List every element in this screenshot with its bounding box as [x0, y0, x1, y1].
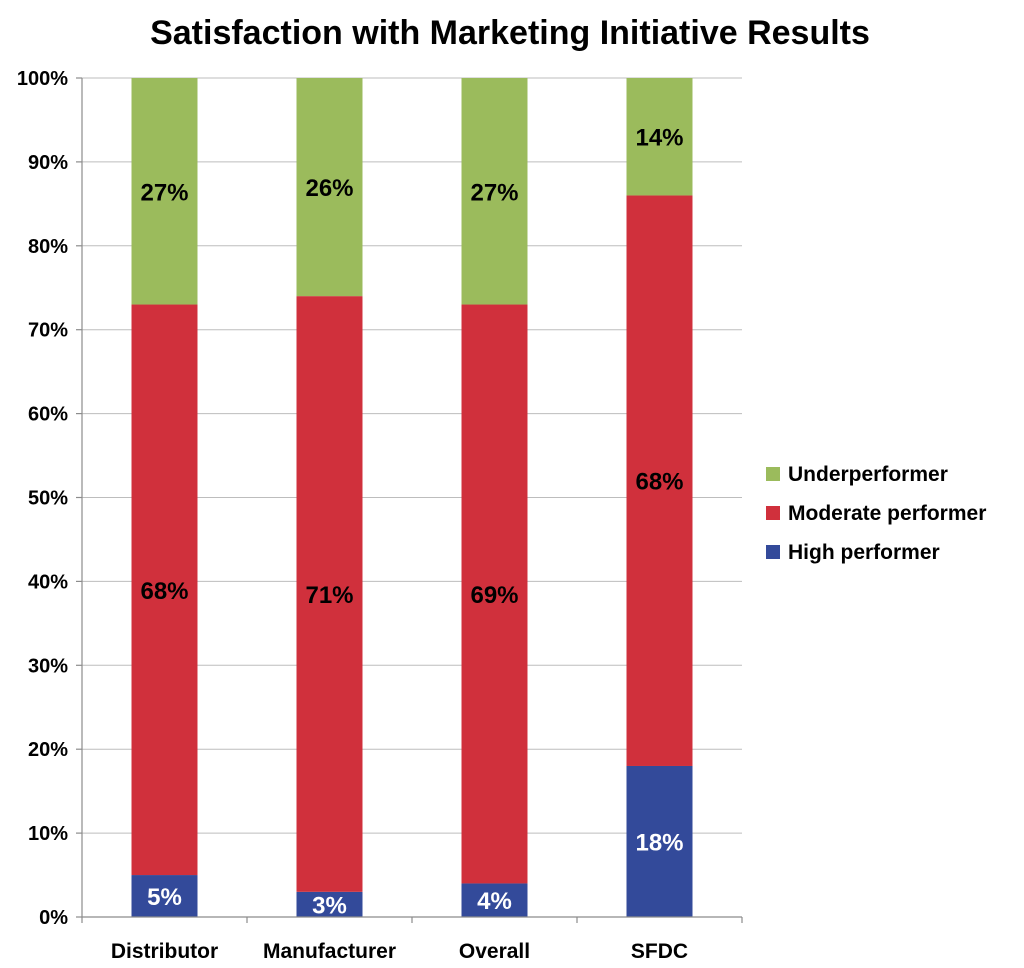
legend-swatch [766, 506, 780, 520]
x-category-label: Distributor [111, 940, 218, 963]
data-label: 68% [140, 578, 188, 605]
legend-swatch [766, 467, 780, 481]
y-tick-label: 50% [28, 488, 68, 510]
data-label: 5% [147, 884, 182, 911]
bar-moderate-performer-manufacturer [296, 296, 363, 892]
data-label: 4% [477, 888, 512, 915]
y-tick-label: 40% [28, 571, 68, 593]
chart-title: Satisfaction with Marketing Initiative R… [150, 14, 870, 52]
data-label: 27% [470, 179, 518, 206]
bars [131, 78, 693, 917]
bar-high-performer-overall [461, 883, 528, 917]
x-category-label: Manufacturer [263, 940, 396, 963]
data-label: 27% [140, 179, 188, 206]
y-tick-label: 10% [28, 823, 68, 845]
bar-high-performer-manufacturer [296, 891, 363, 917]
bar-underperformer-distributor [131, 78, 198, 305]
data-label: 3% [312, 892, 347, 919]
data-label: 14% [635, 125, 683, 152]
bar-high-performer-sfdc [626, 765, 693, 917]
y-tick-label: 20% [28, 739, 68, 761]
bar-underperformer-sfdc [626, 78, 693, 196]
data-label: 68% [635, 469, 683, 496]
data-label: 18% [635, 829, 683, 856]
legend-swatch [766, 545, 780, 559]
y-tick-label: 80% [28, 236, 68, 258]
legend: Underperformer Moderate performer High per… [766, 463, 986, 564]
bar-high-performer-distributor [131, 875, 198, 917]
data-label: 69% [470, 582, 518, 609]
data-label: 71% [305, 582, 353, 609]
x-category-label: SFDC [631, 940, 688, 963]
axes: 0% 10% 20% 30% 40% 50% 60% 70% 80% 90% 100% Distrib… [17, 68, 743, 963]
bar-moderate-performer-distributor [131, 304, 198, 876]
bar-moderate-performer-overall [461, 304, 528, 884]
data-labels: 5% 68% 27% 3% 71% 26% 4% 69% 27% 18% 68% 14% [140, 125, 683, 920]
legend-label: High performer [788, 541, 940, 564]
y-tick-label: 70% [28, 320, 68, 342]
y-tick-label: 0% [39, 907, 68, 929]
bar-underperformer-overall [461, 78, 528, 305]
x-category-label: Overall [459, 940, 530, 963]
y-tick-label: 90% [28, 152, 68, 174]
bar-moderate-performer-sfdc [626, 195, 693, 766]
y-tick-label: 100% [17, 68, 68, 90]
y-tick-label: 30% [28, 655, 68, 677]
data-label: 26% [305, 175, 353, 202]
bar-underperformer-manufacturer [296, 78, 363, 297]
legend-label: Moderate performer [788, 502, 986, 525]
y-tick-label: 60% [28, 404, 68, 426]
legend-label: Underperformer [788, 463, 948, 486]
